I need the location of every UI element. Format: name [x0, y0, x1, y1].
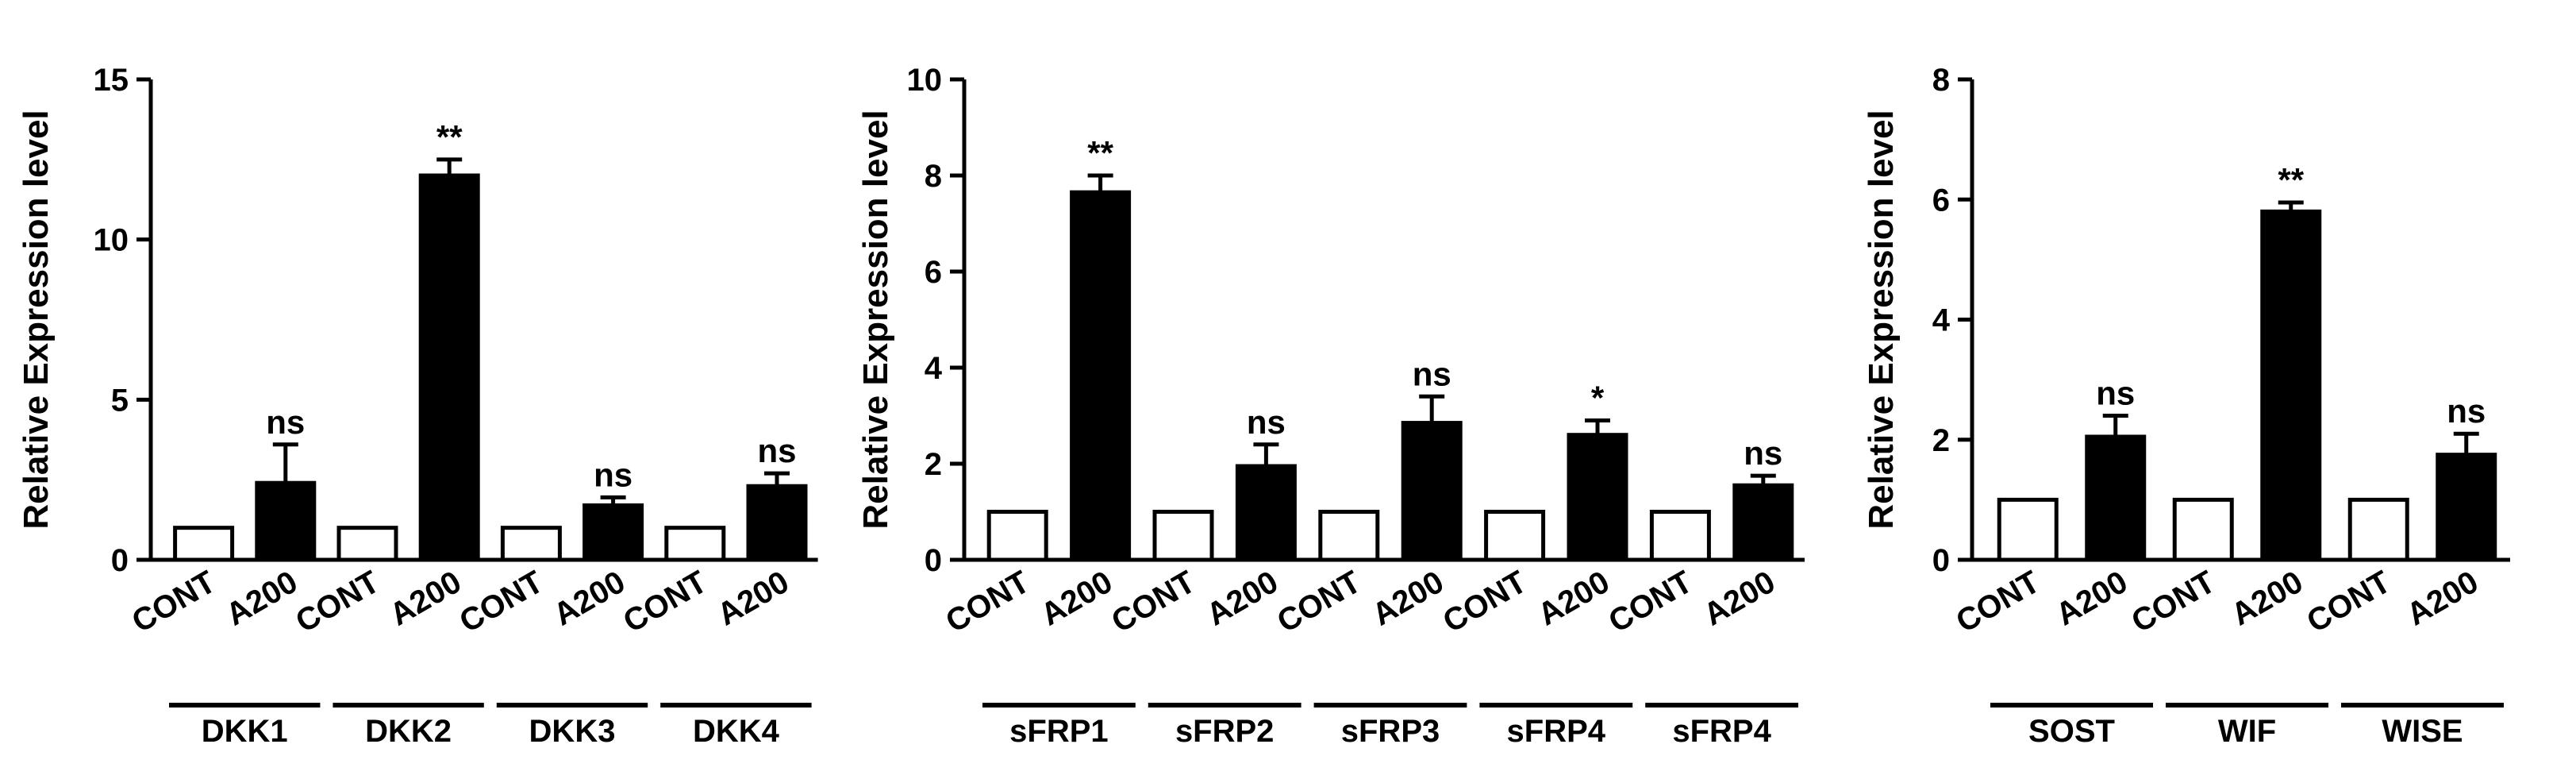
bar: [1070, 190, 1132, 562]
y-axis-title: Relative Expression level: [17, 110, 56, 529]
bar: [1567, 433, 1628, 562]
bar: [2260, 209, 2322, 562]
bar: [1401, 421, 1463, 562]
x-tick-label: CONT: [617, 565, 713, 640]
group-label: sFRP3: [1341, 714, 1440, 749]
significance-label: *: [1591, 380, 1605, 417]
y-tick-label: 5: [111, 383, 129, 418]
bar: [2436, 453, 2497, 562]
significance-label: ns: [2447, 392, 2486, 430]
significance-label: ns: [1247, 403, 1286, 441]
y-tick-label: 0: [111, 543, 129, 578]
x-tick-label: CONT: [2126, 565, 2221, 640]
group-label: WISE: [2382, 714, 2463, 749]
x-tick-label: A200: [1367, 565, 1450, 633]
y-tick-label: 10: [94, 223, 129, 258]
y-axis-title: Relative Expression level: [856, 110, 895, 529]
x-tick-label: CONT: [1271, 565, 1367, 640]
bar: [582, 503, 644, 562]
x-tick-label: A200: [712, 565, 795, 633]
y-tick-label: 0: [925, 543, 942, 578]
y-tick-label: 10: [907, 63, 943, 98]
x-tick-label: CONT: [126, 565, 221, 640]
y-tick-label: 2: [1932, 423, 1950, 458]
bar: [2172, 497, 2234, 562]
x-tick-label: A200: [2401, 565, 2484, 633]
significance-label: ns: [594, 456, 632, 493]
group-label: WIF: [2218, 714, 2276, 749]
x-tick-label: A200: [384, 565, 467, 633]
chart-panel-2: 0 2 4 6 8 10 Relative Expression level CONT ** A2…: [856, 63, 1805, 749]
x-tick-label: CONT: [2301, 565, 2397, 640]
bar: [255, 480, 317, 562]
x-tick-label: CONT: [454, 565, 549, 640]
significance-label: ns: [757, 432, 796, 469]
bar: [418, 173, 480, 562]
significance-label: **: [436, 118, 463, 156]
group-label: sFRP4: [1672, 714, 1771, 749]
significance-label: **: [1087, 134, 1113, 172]
y-tick-label: 6: [925, 255, 942, 290]
x-tick-label: A200: [2050, 565, 2133, 633]
significance-label: ns: [2096, 375, 2135, 412]
bar: [1235, 464, 1297, 562]
x-tick-label: A200: [2225, 565, 2309, 633]
x-tick-label: CONT: [1603, 565, 1698, 640]
y-tick-label: 6: [1932, 183, 1950, 218]
group-label: sFRP4: [1507, 714, 1606, 749]
bar: [746, 484, 808, 562]
group-label: sFRP2: [1175, 714, 1275, 749]
x-tick-label: A200: [1697, 565, 1781, 633]
y-tick-label: 2: [925, 447, 942, 482]
group-label: sFRP1: [1009, 714, 1109, 749]
bar: [500, 526, 562, 562]
chart-panel-3: 0 2 4 6 8 Relative Expression level CONT ns A200…: [1862, 63, 2510, 749]
y-tick-label: 4: [925, 351, 943, 386]
bar: [1997, 497, 2059, 562]
chart-panel-1: 0 5 10 15 Relative Expression level CONT ns A20…: [17, 63, 818, 749]
bar: [986, 510, 1048, 562]
bar: [1152, 510, 1214, 562]
group-label: DKK1: [202, 714, 288, 749]
significance-label: ns: [266, 403, 305, 441]
bar: [336, 526, 398, 562]
bar: [1649, 510, 1711, 562]
bar: [1484, 510, 1546, 562]
y-tick-label: 4: [1932, 303, 1951, 338]
bar: [2085, 434, 2147, 562]
bar: [1732, 483, 1794, 562]
group-label: DKK2: [365, 714, 452, 749]
x-tick-label: CONT: [1105, 565, 1201, 640]
y-tick-label: 8: [925, 159, 942, 194]
x-tick-label: A200: [1201, 565, 1284, 633]
x-tick-label: A200: [1532, 565, 1616, 633]
x-tick-label: CONT: [940, 565, 1036, 640]
group-label: DKK4: [693, 714, 780, 749]
x-tick-label: A200: [548, 565, 631, 633]
x-tick-label: A200: [220, 565, 303, 633]
y-tick-label: 8: [1932, 63, 1950, 98]
bar: [2347, 497, 2409, 562]
x-tick-label: CONT: [1437, 565, 1532, 640]
bar: [1318, 510, 1380, 562]
bar: [664, 526, 726, 562]
significance-label: ns: [1744, 434, 1782, 472]
y-axis-title: Relative Expression level: [1862, 110, 1901, 529]
significance-label: ns: [1413, 355, 1451, 392]
x-tick-label: CONT: [1951, 565, 2046, 640]
x-tick-label: A200: [1035, 565, 1118, 633]
bar: [173, 526, 235, 562]
group-label: SOST: [2028, 714, 2115, 749]
y-tick-label: 0: [1932, 543, 1950, 578]
x-tick-label: CONT: [290, 565, 385, 640]
significance-label: **: [2278, 161, 2304, 199]
group-label: DKK3: [529, 714, 616, 749]
y-tick-label: 15: [94, 63, 129, 98]
